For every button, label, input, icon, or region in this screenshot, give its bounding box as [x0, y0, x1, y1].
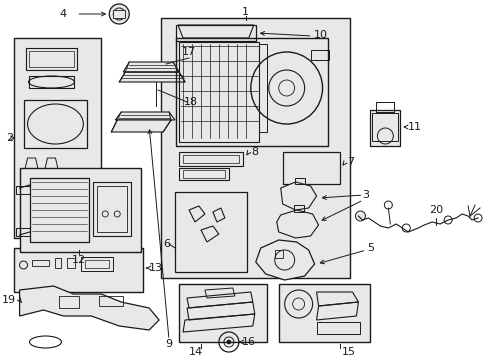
Text: 15: 15	[341, 347, 355, 357]
Bar	[176, 38, 327, 146]
Bar	[93, 182, 131, 236]
Text: 18: 18	[183, 97, 198, 107]
Bar	[369, 110, 400, 146]
Bar	[376, 102, 393, 112]
Text: 7: 7	[346, 157, 353, 167]
Text: 3: 3	[361, 190, 368, 200]
Bar	[316, 322, 360, 334]
Bar	[53, 197, 73, 213]
Text: 10: 10	[313, 30, 327, 40]
Text: 13: 13	[149, 263, 163, 273]
Bar	[14, 248, 143, 292]
Text: 2: 2	[7, 133, 14, 143]
Polygon shape	[111, 120, 171, 132]
Bar	[372, 113, 398, 141]
Text: 8: 8	[251, 147, 258, 157]
Text: 5: 5	[366, 243, 373, 253]
Bar	[55, 258, 61, 268]
Bar	[179, 168, 228, 180]
Polygon shape	[255, 240, 314, 280]
Text: 4: 4	[60, 9, 67, 19]
Bar	[113, 10, 125, 18]
Circle shape	[226, 340, 230, 344]
Bar	[258, 44, 266, 132]
Bar	[20, 168, 141, 252]
Bar	[60, 296, 79, 308]
Bar	[16, 186, 29, 194]
Bar	[81, 257, 113, 271]
Bar	[28, 51, 74, 67]
Bar	[175, 192, 246, 272]
Text: 6: 6	[163, 239, 170, 249]
Text: 14: 14	[188, 347, 203, 357]
Bar	[278, 284, 369, 342]
Bar	[183, 170, 224, 178]
Polygon shape	[20, 286, 159, 330]
Bar	[179, 42, 258, 142]
Bar	[274, 250, 282, 258]
Bar	[179, 152, 243, 166]
Bar	[161, 18, 350, 278]
Bar	[183, 155, 238, 163]
Circle shape	[109, 4, 129, 24]
Bar	[294, 178, 304, 184]
Text: 20: 20	[428, 205, 442, 215]
Bar	[85, 260, 109, 268]
Bar	[31, 260, 49, 266]
Bar	[25, 48, 77, 70]
Bar	[97, 186, 127, 232]
Polygon shape	[276, 210, 318, 238]
Bar	[28, 76, 74, 88]
Bar	[67, 258, 75, 268]
Polygon shape	[123, 62, 179, 72]
Text: 1: 1	[242, 7, 249, 17]
Bar	[99, 296, 123, 306]
Text: 19: 19	[1, 295, 16, 305]
Bar	[179, 284, 266, 342]
Bar	[293, 205, 303, 212]
Polygon shape	[280, 182, 316, 210]
Bar	[25, 192, 43, 220]
Bar	[176, 25, 255, 41]
Text: 17: 17	[182, 47, 196, 57]
Bar	[14, 38, 101, 238]
Text: 12: 12	[72, 255, 86, 265]
Bar	[49, 194, 77, 216]
Polygon shape	[119, 72, 184, 82]
Bar	[16, 228, 29, 236]
Bar	[282, 152, 340, 184]
Text: 16: 16	[241, 337, 255, 347]
Text: 11: 11	[407, 122, 421, 132]
Polygon shape	[115, 112, 175, 120]
Circle shape	[355, 211, 365, 221]
Bar	[23, 100, 87, 148]
Bar	[29, 178, 89, 242]
Bar	[310, 50, 328, 60]
Text: 9: 9	[165, 339, 172, 349]
